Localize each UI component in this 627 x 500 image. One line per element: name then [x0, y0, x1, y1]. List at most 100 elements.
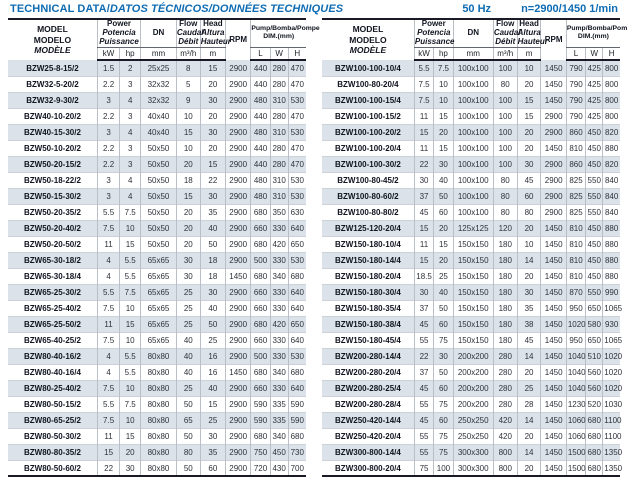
value-cell: 10	[433, 75, 454, 93]
table-row: BZW100-100-15/2 11 15 100x100 100 15 2900 790 42…	[322, 107, 620, 125]
value-cell: 40	[175, 363, 201, 381]
value-cell: 280	[269, 75, 289, 93]
value-cell: 530	[287, 91, 306, 109]
value-cell: 100	[492, 60, 518, 77]
model-header: MODEL MODELO MODÈLE	[322, 19, 414, 60]
head-label-en: Head	[203, 19, 223, 28]
value-cell: 45	[516, 171, 541, 189]
head-header: Head Altura Hauteur	[199, 19, 231, 48]
value-cell: 660	[250, 283, 271, 301]
technical-table-right: MODEL MODELO MODÈLE Power Potencia Puiss…	[322, 18, 627, 478]
value-cell: 1060	[565, 427, 586, 445]
frequency-label: 50 Hz	[462, 3, 492, 15]
value-cell: 250x250	[452, 427, 494, 445]
table-row: BZW100-100-30/2 22 30 100x100 100 30 2900 860 45…	[322, 155, 620, 173]
power-label-fr: Puissance	[99, 36, 139, 46]
head-label-es: Altura	[517, 27, 541, 37]
value-cell: 500	[250, 347, 271, 365]
value-cell: 1230	[565, 395, 586, 413]
model-label-fr: MODÈLE	[34, 45, 71, 56]
right-table-column: MODEL MODELO MODÈLE Power Potencia Puiss…	[322, 18, 627, 478]
value-cell: 2.2	[96, 155, 120, 173]
value-cell: 5.5	[119, 347, 141, 365]
value-cell: 80	[492, 203, 518, 221]
value-cell: 15	[413, 219, 434, 237]
value-cell: 50	[199, 235, 226, 253]
value-cell: 530	[287, 171, 306, 189]
value-cell: 330	[269, 347, 289, 365]
head-label-fr: Hauteur	[517, 36, 548, 46]
value-cell: 3	[119, 155, 141, 173]
model-cell: BZW150-180-35/4	[322, 299, 415, 317]
value-cell: 350	[269, 203, 289, 221]
value-cell: 590	[250, 395, 271, 413]
value-cell: 1450	[540, 139, 567, 157]
model-cell: BZW150-180-20/4	[322, 267, 415, 285]
table-row: BZW32-9-30/2 3 4 32x32 9 30 2900 480 310 530	[8, 91, 306, 109]
dim-label-line2: DIM.(mm)	[577, 33, 609, 41]
value-cell: 800	[602, 91, 620, 109]
model-cell: BZW50-15-30/2	[8, 187, 98, 205]
model-cell: BZW80-50-30/2	[8, 427, 98, 445]
value-cell: 20	[175, 203, 201, 221]
model-cell: BZW100-100-20/4	[322, 139, 415, 157]
value-cell: 180	[492, 235, 518, 253]
value-cell: 15	[433, 107, 454, 125]
dn-header: DN	[452, 19, 494, 48]
value-cell: 880	[602, 235, 620, 253]
value-cell: 810	[565, 139, 586, 157]
value-cell: 3	[96, 123, 120, 141]
value-cell: 420	[269, 235, 289, 253]
value-cell: 590	[250, 411, 271, 429]
table-row: BZW100-100-20/2 15 20 100x100 100 20 2900 860 45…	[322, 123, 620, 141]
model-header: MODEL MODELO MODÈLE	[8, 19, 97, 60]
value-cell: 2.2	[96, 139, 120, 157]
value-cell: 15	[413, 251, 434, 269]
value-cell: 1450	[540, 235, 567, 253]
value-cell: 60	[516, 187, 541, 205]
value-cell: 640	[287, 283, 306, 301]
title-main: TECHNICAL DATA/	[10, 3, 110, 15]
table-row: BZW100-80-60/2 37 50 100x100 80 60 2900 825 550 8…	[322, 187, 620, 205]
value-cell: 45	[516, 331, 541, 349]
value-cell: 2900	[225, 315, 251, 333]
value-cell: 65	[175, 411, 201, 429]
value-cell: 180	[492, 251, 518, 269]
value-cell: 7.5	[96, 299, 120, 317]
value-cell: 22	[413, 155, 434, 173]
value-cell: 14	[516, 411, 541, 429]
title-intl: DATOS TÉCNICOS/DONNÉES TECHNIQUES	[109, 3, 344, 15]
value-cell: 15	[119, 427, 141, 445]
table-row: BZW150-180-38/4 45 60 150x150 180 38 1450 1020 5…	[322, 315, 620, 333]
value-cell: 4	[119, 123, 141, 141]
value-cell: 810	[565, 219, 586, 237]
model-cell: BZW100-100-15/4	[322, 91, 415, 109]
unit-head: m	[199, 47, 226, 62]
value-cell: 80x80	[140, 443, 177, 461]
value-cell: 680	[585, 459, 603, 477]
value-cell: 45	[413, 411, 434, 429]
value-cell: 80	[492, 187, 518, 205]
value-cell: 50	[175, 459, 201, 477]
value-cell: 3	[96, 91, 120, 109]
value-cell: 550	[585, 203, 603, 221]
value-cell: 1450	[540, 299, 567, 317]
table-row: BZW100-100-10/4 5.5 7.5 100x100 100 10 1450 790…	[322, 60, 620, 77]
value-cell: 10	[119, 379, 141, 397]
table-row: BZW65-30-18/4 4 5.5 65x65 30 18 1450 680 340 680	[8, 267, 306, 285]
value-cell: 25	[199, 411, 226, 429]
value-cell: 280	[269, 107, 289, 125]
value-cell: 30	[413, 283, 434, 301]
power-label-fr: Puissance	[414, 36, 455, 46]
value-cell: 32x32	[140, 75, 177, 93]
value-cell: 25	[175, 299, 201, 317]
value-cell: 1450	[540, 427, 567, 445]
value-cell: 310	[269, 171, 289, 189]
value-cell: 180	[492, 299, 518, 317]
value-cell: 25	[433, 267, 454, 285]
value-cell: 35	[199, 203, 226, 221]
value-cell: 40	[199, 379, 226, 397]
value-cell: 2900	[225, 427, 251, 445]
value-cell: 50x50	[140, 155, 177, 173]
value-cell: 20	[516, 75, 541, 93]
